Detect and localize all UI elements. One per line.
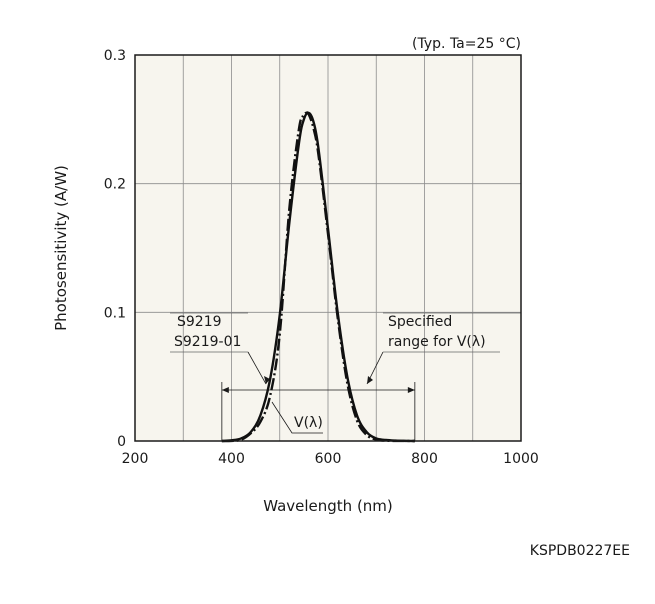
x-axis-label: Wavelength (nm) <box>263 497 393 515</box>
range-label-1: Specified <box>388 314 452 330</box>
y-axis-label: Photosensitivity (A/W) <box>52 165 70 331</box>
grid <box>135 55 521 441</box>
y-tick-label: 0.1 <box>104 305 126 321</box>
condition-note: (Typ. Ta=25 °C) <box>412 36 521 52</box>
range-arrow-left <box>221 387 229 393</box>
vlambda-leader-line <box>271 401 323 434</box>
y-tick-labels: 0 0.1 0.2 0.3 <box>104 48 126 450</box>
x-tick-label: 600 <box>315 451 342 467</box>
curve-v-lambda <box>221 111 415 443</box>
curves <box>221 111 415 443</box>
x-tick-label: 400 <box>218 451 245 467</box>
x-tick-label: 200 <box>122 451 149 467</box>
plot-frame <box>134 54 522 442</box>
sensor-leader-line <box>247 351 267 385</box>
x-tick-labels: 200 400 600 800 1000 <box>122 451 539 467</box>
x-tick-label: 1000 <box>503 451 539 467</box>
y-tick-label: 0.3 <box>104 48 126 64</box>
range-arrow-right <box>407 387 415 393</box>
sensor-leader-arrow <box>264 376 270 384</box>
specified-range-marker <box>221 382 416 441</box>
y-tick-label: 0 <box>117 434 126 450</box>
y-tick-label: 0.2 <box>104 177 126 193</box>
annotation-leaders <box>170 312 521 434</box>
x-tick-label: 800 <box>411 451 438 467</box>
sensor-label-1: S9219 <box>177 314 222 330</box>
range-label-2: range for V(λ) <box>388 334 486 350</box>
document-code: KSPDB0227EE <box>530 543 630 559</box>
sensor-label-2: S9219-01 <box>174 334 241 350</box>
range-leader-arrow <box>367 376 373 384</box>
vlambda-label: V(λ) <box>294 415 323 431</box>
